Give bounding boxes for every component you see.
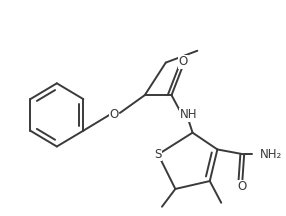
Text: O: O [178, 55, 188, 68]
Text: NH₂: NH₂ [259, 148, 282, 161]
Text: O: O [238, 181, 247, 194]
Text: S: S [154, 148, 162, 161]
Text: O: O [110, 108, 119, 121]
Text: NH: NH [180, 108, 198, 121]
